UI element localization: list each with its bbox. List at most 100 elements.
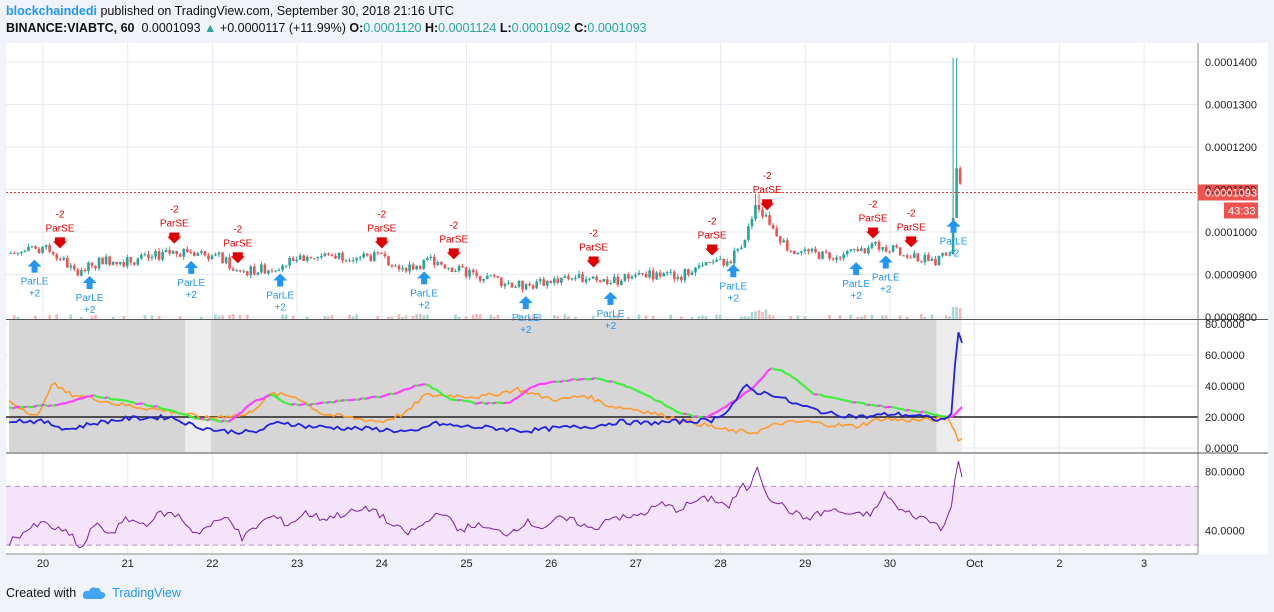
plus-di-segment [230, 416, 236, 421]
candle-body [870, 243, 874, 248]
plus-di-segment [252, 399, 257, 404]
volume-bar [616, 314, 620, 319]
volume-bar [644, 315, 648, 319]
candle-body [203, 251, 207, 256]
buy-arrow-icon [726, 264, 741, 278]
candle-body [838, 257, 842, 259]
volume-bar [376, 315, 380, 319]
volume-bar [245, 314, 249, 319]
candle-body [101, 257, 104, 265]
plus-di-segment [686, 412, 691, 416]
volume-bar [281, 314, 284, 319]
volume-bar [425, 314, 429, 319]
candle-body [16, 253, 20, 255]
buy-signal-label: ParLE [177, 278, 205, 289]
candle-body [902, 255, 905, 257]
candle-body [161, 252, 164, 260]
candle-body [863, 248, 867, 254]
plus-di-segment [566, 379, 571, 382]
plus-di-segment [545, 381, 550, 385]
candle-body [295, 259, 298, 262]
candle-body [447, 267, 450, 269]
candle-body [245, 271, 249, 276]
candle-body [810, 248, 814, 252]
adx-line [9, 331, 963, 435]
low-value: 0.0001092 [511, 21, 571, 35]
candle-body [944, 252, 948, 256]
plus-di-segment [622, 383, 628, 388]
price-tick-label: 0.0000900 [1205, 269, 1257, 281]
buy-signal-label: ParLE [76, 293, 104, 304]
buy-signal-label: ParLE [842, 279, 870, 290]
volume-bar [418, 314, 422, 319]
plus-di-segment [577, 378, 582, 382]
volume-bar [637, 314, 641, 319]
plus-di-segment [598, 377, 603, 381]
volume-bar [531, 314, 535, 319]
candle-body [574, 277, 577, 279]
candle-body [669, 271, 673, 273]
plus-di-segment [738, 393, 744, 399]
plus-di-segment [326, 400, 331, 404]
volume-bar [291, 315, 295, 319]
sell-signal-label: ParSE [223, 238, 252, 249]
candle-body [136, 258, 140, 265]
author-link[interactable]: blockchaindedi [6, 4, 97, 18]
plus-di-segment [936, 413, 942, 418]
candle-body [814, 248, 817, 253]
plus-di-segment [217, 419, 222, 423]
candle-body [672, 271, 676, 280]
volume-bar [955, 306, 958, 319]
plus-di-segment [626, 385, 631, 389]
volume-bar [718, 314, 722, 319]
plus-di-segment [640, 391, 645, 396]
buy-signal-label: ParLE [21, 277, 49, 288]
plus-di-segment [538, 382, 543, 386]
candle-body [207, 255, 210, 259]
volume-bar [496, 314, 500, 319]
plus-di-segment [661, 401, 667, 407]
plus-di-segment [227, 418, 233, 423]
dmi-shade-band [185, 320, 211, 452]
candle-body [157, 251, 161, 260]
plus-di-segment [315, 402, 320, 406]
plus-di-segment [276, 396, 282, 402]
candle-body [545, 280, 549, 286]
volume-bar [69, 314, 73, 319]
plus-di-segment [788, 373, 794, 379]
tradingview-brand[interactable]: TradingView [112, 586, 181, 600]
buy-arrow-icon [518, 296, 533, 310]
candle-body [687, 269, 690, 276]
candle-body [503, 283, 507, 287]
candle-body [496, 276, 500, 278]
plus-di-segment [294, 402, 299, 407]
plus-di-segment [340, 398, 345, 402]
buy-signal-count: +2 [186, 290, 198, 301]
plus-di-segment [393, 391, 398, 396]
sell-signal-label: ParSE [698, 231, 727, 242]
candle-body [567, 276, 570, 280]
candle-body [785, 240, 789, 251]
sell-signal-count: -2 [869, 200, 878, 211]
plus-di-segment [442, 394, 448, 398]
dmi-tick-label: 40.0000 [1205, 381, 1245, 393]
volume-bar [415, 314, 418, 319]
plus-di-segment [474, 402, 479, 405]
buy-signal-label: ParLE [410, 288, 438, 299]
plus-di-segment [150, 404, 155, 408]
plus-di-segment [273, 394, 278, 399]
candle-body [849, 249, 853, 251]
plus-di-segment [802, 384, 808, 390]
volume-bar [422, 315, 426, 319]
sell-arrow-icon [866, 227, 881, 239]
volume-bar [305, 316, 309, 319]
plus-di-segment [513, 396, 518, 401]
candle-body [217, 252, 221, 255]
candle-body [122, 262, 126, 267]
plus-di-segment [760, 374, 766, 381]
candle-body [313, 258, 316, 260]
candle-body [267, 270, 270, 274]
candle-body [171, 250, 175, 254]
